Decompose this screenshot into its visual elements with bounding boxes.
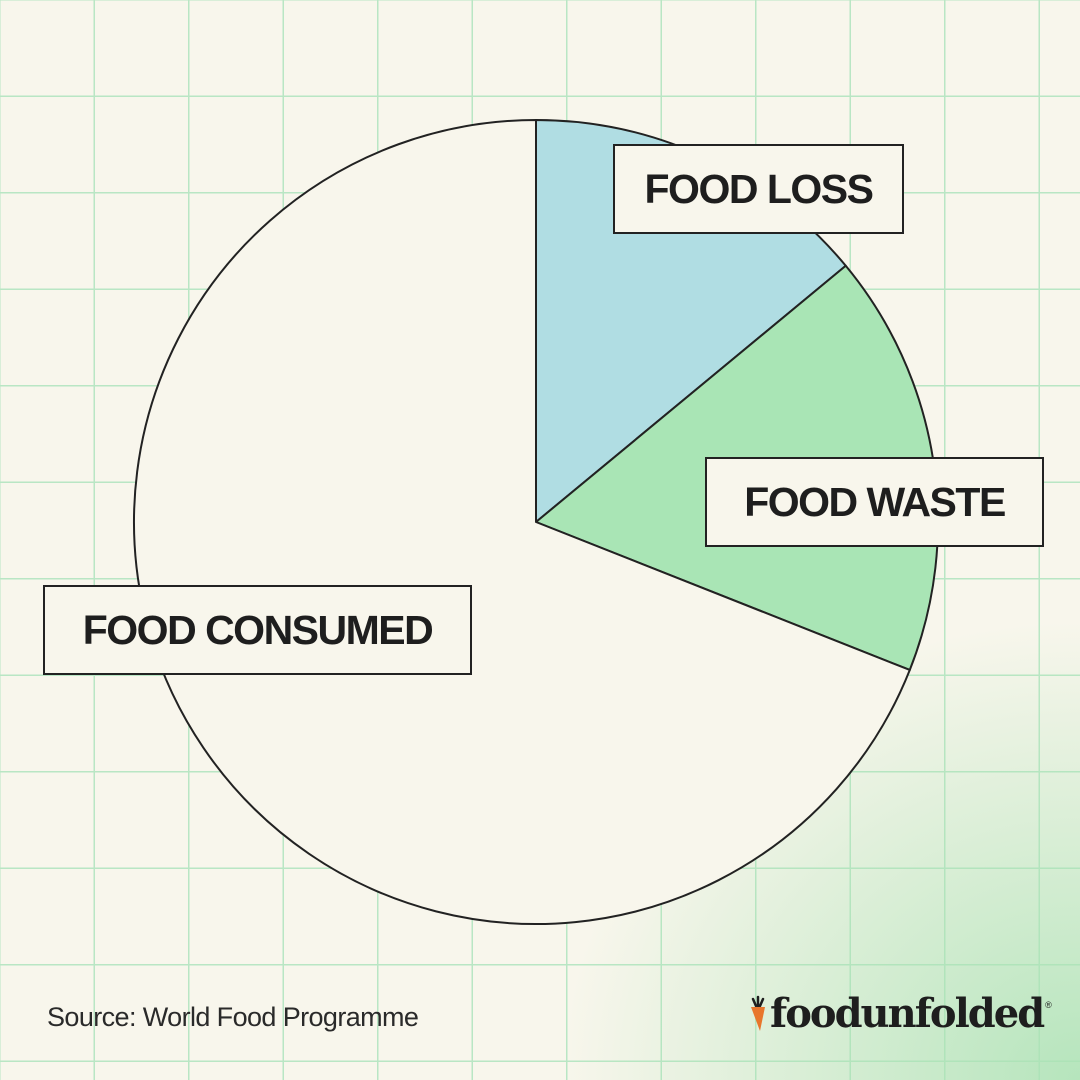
- carrot-icon: [751, 995, 765, 1031]
- food-loss-label: FOOD LOSS: [613, 144, 904, 234]
- food-consumed-label: FOOD CONSUMED: [43, 585, 472, 675]
- food-consumed-label-text: FOOD CONSUMED: [82, 606, 434, 653]
- brand-name: foodunfolded: [770, 990, 1045, 1037]
- source-caption: Source: World Food Programme: [47, 1002, 419, 1032]
- brand-logo: foodunfolded ®: [746, 990, 1052, 1037]
- registered-mark: ®: [1045, 1000, 1052, 1010]
- food-waste-label-text: FOOD WASTE: [744, 478, 1006, 525]
- food-waste-label: FOOD WASTE: [705, 457, 1044, 547]
- food-loss-label-text: FOOD LOSS: [644, 165, 874, 212]
- pie-slice-food-consumed: [133, 119, 911, 925]
